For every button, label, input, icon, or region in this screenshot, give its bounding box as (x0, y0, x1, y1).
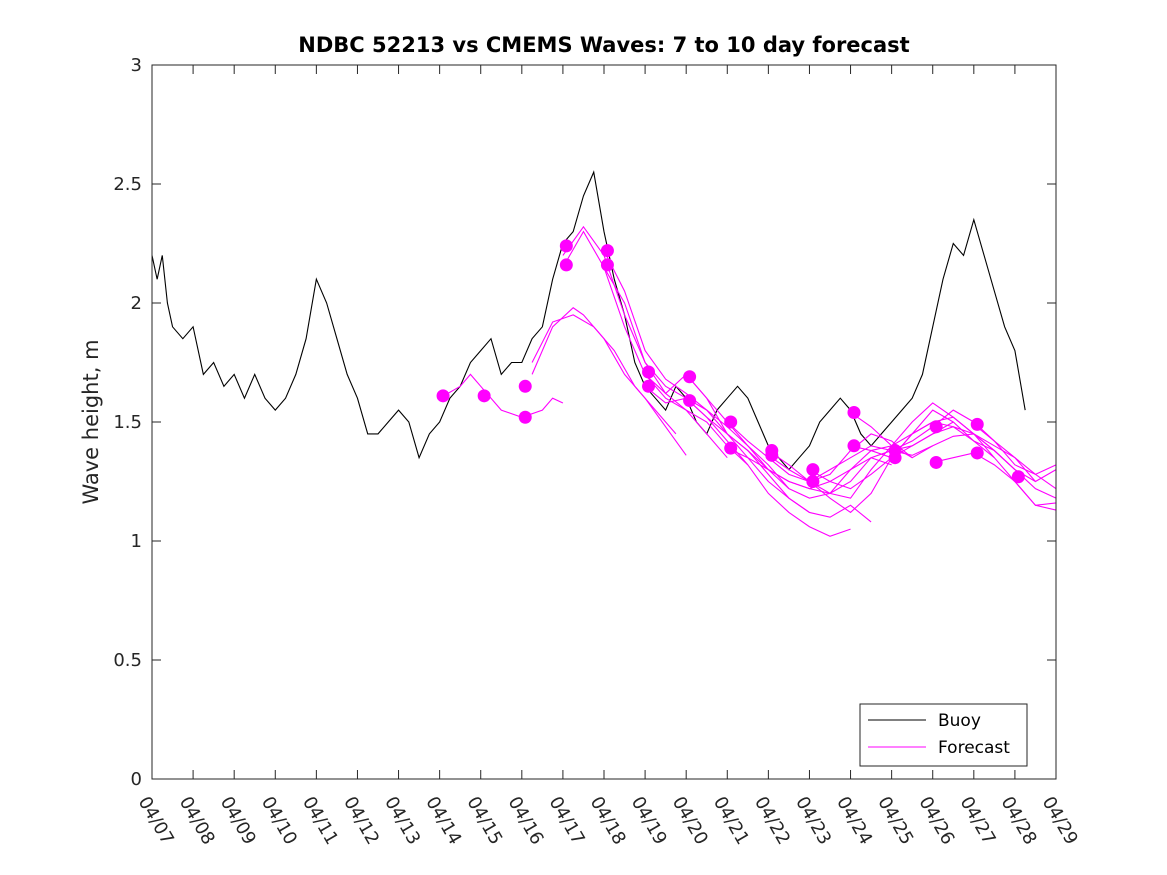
forecast-start-point (970, 417, 984, 431)
forecast-start-point (436, 389, 450, 403)
forecast-start-point (518, 410, 532, 424)
y-tick-label: 1.5 (113, 412, 142, 433)
series-line-forecast-run (850, 426, 1057, 476)
y-axis-label: Wave height, m (79, 339, 103, 504)
legend-box (859, 703, 1028, 767)
forecast-start-markers (436, 239, 1025, 488)
forecast-start-point (806, 463, 820, 477)
y-tick-label: 0 (131, 769, 142, 790)
forecast-start-point (847, 439, 861, 453)
forecast-start-point (724, 415, 738, 429)
axes-box (151, 64, 1057, 780)
legend: Buoy Forecast (859, 703, 1028, 767)
forecast-start-point (559, 258, 573, 272)
legend-label-buoy: Buoy (938, 711, 981, 731)
y-tick-label: 2 (131, 293, 142, 314)
forecast-start-point (600, 258, 614, 272)
series-line-forecast-run (685, 374, 892, 499)
forecast-start-point (847, 405, 861, 419)
forecast-start-point (559, 239, 573, 253)
forecast-start-point (970, 446, 984, 460)
forecast-start-point (518, 379, 532, 393)
legend-label-forecast: Forecast (938, 738, 1010, 758)
series-line-forecast-run (562, 230, 749, 466)
forecast-start-point (1011, 470, 1025, 484)
series-line-forecast-run (768, 409, 995, 514)
forecast-start-point (929, 420, 943, 434)
series-line-forecast-run (932, 452, 1057, 511)
y-tick-label: 2.5 (113, 174, 142, 195)
forecast-start-point (929, 455, 943, 469)
chart-title: NDBC 52213 vs CMEMS Waves: 7 to 10 day f… (298, 33, 909, 57)
series-line-forecast-run (644, 385, 851, 537)
forecast-start-point (600, 244, 614, 258)
forecast-start-point (765, 448, 779, 462)
forecast-start-point (642, 365, 656, 379)
forecast-start-point (477, 389, 491, 403)
forecast-start-point (642, 379, 656, 393)
forecast-start-point (724, 441, 738, 455)
y-tick-label: 0.5 (113, 650, 142, 671)
forecast-start-point (888, 451, 902, 465)
series-line-buoy (151, 170, 1026, 471)
y-tick-label: 3 (131, 55, 142, 76)
series-line-forecast-run (439, 373, 564, 418)
series-layer (151, 170, 1057, 537)
plot-area (152, 65, 1056, 779)
y-tick-label: 1 (131, 531, 142, 552)
series-line-forecast-run (603, 250, 790, 489)
series-line-forecast-run (973, 423, 1057, 483)
forecast-start-point (683, 394, 697, 408)
series-line-forecast-run (531, 314, 677, 435)
series-line-forecast-run (644, 373, 872, 523)
forecast-start-point (683, 370, 697, 384)
forecast-start-point (806, 475, 820, 488)
